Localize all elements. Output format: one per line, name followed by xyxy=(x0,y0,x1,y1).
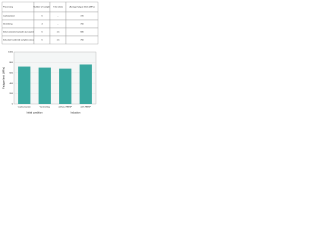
x-tick-label: without HBSP xyxy=(59,106,73,109)
table-cell-text: Induction hardened samples (uncoated) xyxy=(3,39,39,42)
bar xyxy=(79,64,92,104)
table-cell xyxy=(65,35,99,45)
table-cell-text: - xyxy=(58,16,59,18)
table-cell-text: Varnishing xyxy=(3,24,12,26)
group-label: Initial condition xyxy=(27,112,43,115)
y-tick-label: 1000 xyxy=(8,52,14,54)
group-label: Induction xyxy=(71,112,81,115)
table-cell-text: 700 xyxy=(80,24,84,26)
bar xyxy=(59,68,72,104)
table-header: Processing xyxy=(3,7,13,9)
table-cell-text: 6 xyxy=(41,32,43,34)
table-header: Average fatigue limits (MPa) xyxy=(69,6,94,9)
bar xyxy=(38,67,51,104)
x-tick-label: Carburization xyxy=(18,106,32,109)
table-cell-text: - xyxy=(58,24,59,26)
y-tick-label: 200 xyxy=(9,93,13,95)
x-tick-label: with HBSP xyxy=(81,106,92,109)
table-cell-text: 760 xyxy=(80,40,84,42)
table-cell-text: 6 xyxy=(41,16,43,18)
y-axis-label: Fatigue limit (MPa) xyxy=(2,67,6,89)
table-cell-text: 720 xyxy=(80,16,84,18)
table-cell-text: 1.5 xyxy=(57,32,61,34)
table-cell-text: 1.5 xyxy=(57,40,61,42)
bar xyxy=(18,66,31,104)
y-tick-label: 600 xyxy=(9,72,13,74)
table-cell-text: Initial annealed samples (uncoated) xyxy=(3,31,35,34)
table-cell-text: 6 xyxy=(41,40,43,42)
table-header: Number of samples xyxy=(33,7,50,9)
table-cell-text: 4 xyxy=(41,24,43,26)
page: Fatigue limit (MPa) Processing Number of … xyxy=(1,1,99,115)
y-tick-label: 800 xyxy=(9,62,13,64)
x-tick-label: Varnishing xyxy=(40,106,51,109)
y-tick-label: 0 xyxy=(12,104,14,106)
table-cell-text: Carburization xyxy=(3,15,15,18)
table-header: Time (min) xyxy=(53,7,63,9)
y-tick-label: 400 xyxy=(9,83,13,85)
table-cell-text: 680 xyxy=(80,32,84,34)
figure: Fatigue limit (MPa) Processing Number of … xyxy=(2,1,99,115)
